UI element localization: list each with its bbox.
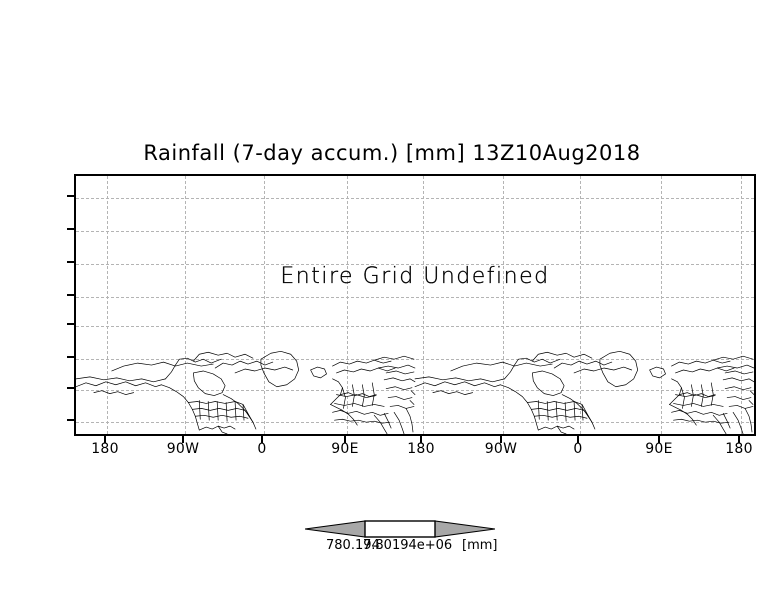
- ytick-mark-240n: [67, 195, 75, 197]
- xtick-label-0: 180: [91, 441, 119, 457]
- gridline-vertical: [580, 176, 581, 434]
- gridline-horizontal: [76, 297, 754, 298]
- xtick-mark-6: [577, 436, 579, 443]
- xtick-mark-5: [500, 436, 502, 443]
- ytick-mark-90n: [67, 356, 75, 358]
- gridline-vertical: [264, 176, 265, 434]
- colorbar-min-label: 780.194: [326, 538, 380, 553]
- ytick-mark-210n: [67, 228, 75, 230]
- ytick-mark-60n: [67, 387, 75, 389]
- gridline-vertical: [661, 176, 662, 434]
- xtick-mark-7: [658, 436, 660, 443]
- ytick-mark-180n: [67, 261, 75, 263]
- ytick-mark-150n: [67, 294, 75, 296]
- colorbar[interactable]: [304, 516, 496, 542]
- xtick-label-2: 0: [257, 441, 267, 457]
- xtick-label-5: 90W: [484, 441, 518, 457]
- gridline-horizontal: [76, 231, 754, 232]
- xtick-label-3: 90E: [331, 441, 359, 457]
- gridline-horizontal: [76, 198, 754, 199]
- xtick-label-1: 90W: [166, 441, 200, 457]
- xtick-label-7: 90E: [645, 441, 673, 457]
- colorbar-units-label: [mm]: [462, 538, 498, 553]
- page-title: Rainfall (7-day accum.) [mm] 13Z10Aug201…: [143, 141, 641, 165]
- gridline-horizontal: [76, 422, 754, 423]
- xtick-mark-0: [104, 436, 106, 443]
- xtick-mark-8: [738, 436, 740, 443]
- grid-undefined-message: Entire Grid Undefined: [280, 264, 550, 289]
- xtick-mark-1: [182, 436, 184, 443]
- xtick-mark-4: [420, 436, 422, 443]
- gridline-vertical: [185, 176, 186, 434]
- gridline-vertical: [347, 176, 348, 434]
- gridline-vertical: [423, 176, 424, 434]
- xtick-label-6: 0: [573, 441, 583, 457]
- colorbar-labels: 780.194 7.80194e+06 [mm]: [250, 538, 540, 556]
- xtick-mark-3: [344, 436, 346, 443]
- ytick-mark-30n: [67, 419, 75, 421]
- ytick-mark-120n: [67, 323, 75, 325]
- gridline-horizontal: [76, 359, 754, 360]
- gridline-horizontal: [76, 264, 754, 265]
- gridline-horizontal: [76, 326, 754, 327]
- gridline-vertical: [741, 176, 742, 434]
- colorbar-max-label: 7.80194e+06: [363, 538, 453, 553]
- world-coastline-map: [76, 350, 754, 434]
- gridline-horizontal: [76, 390, 754, 391]
- xtick-mark-2: [261, 436, 263, 443]
- gridline-vertical: [503, 176, 504, 434]
- gridline-vertical: [107, 176, 108, 434]
- plot-area[interactable]: Entire Grid Undefined: [74, 174, 756, 436]
- colorbar-graphic: [304, 520, 496, 538]
- xtick-label-4: 180: [407, 441, 435, 457]
- xtick-label-8: 180: [725, 441, 753, 457]
